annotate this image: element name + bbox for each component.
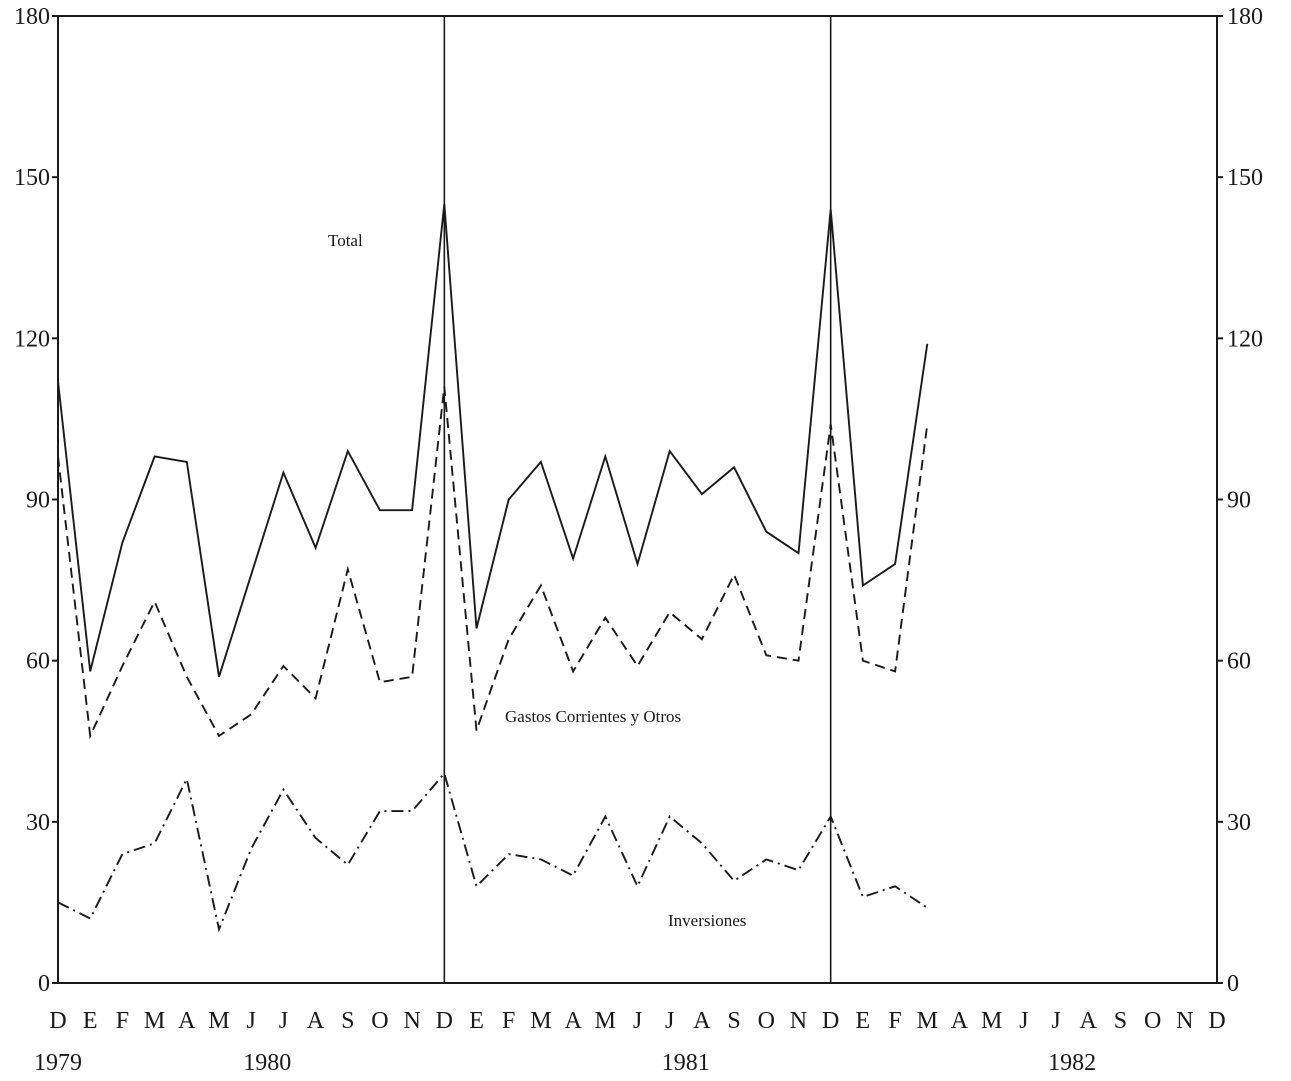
month-label-10: O [371,1008,388,1034]
month-label-0: D [49,1008,66,1034]
month-label-16: A [564,1008,582,1034]
month-label-3: M [144,1008,165,1034]
ytick-label-left-5: 150 [14,165,50,191]
chart-frame [57,15,1218,984]
year-label-0: 1979 [34,1050,82,1076]
ytick-label-right-1: 30 [1227,810,1251,836]
month-label-32: A [1080,1008,1098,1034]
month-label-4: A [178,1008,196,1034]
month-label-33: S [1114,1008,1127,1034]
ytick-label-right-2: 60 [1227,649,1251,675]
ytick-label-left-4: 120 [14,326,50,352]
month-label-25: E [856,1008,871,1034]
ytick-label-left-1: 30 [26,810,50,836]
month-label-22: O [758,1008,775,1034]
month-label-1: E [83,1008,98,1034]
y-axis-ticks: 0 0 30 30 60 60 90 90 120 120 150 150 180 180 [14,4,1263,997]
series-labels: Total Gastos Corrientes y Otros Inversio… [328,231,746,930]
ytick-label-left-6: 180 [14,4,50,30]
year-separators [443,16,832,983]
ytick-label-left-3: 90 [26,488,50,514]
month-label-29: M [981,1008,1002,1034]
month-label-17: M [595,1008,616,1034]
month-label-14: F [502,1008,515,1034]
month-label-27: M [917,1008,938,1034]
ytick-label-left-2: 60 [26,649,50,675]
series-label-gastos: Gastos Corrientes y Otros [505,707,681,726]
month-label-36: D [1208,1008,1225,1034]
month-label-18: J [633,1008,642,1034]
month-label-28: A [951,1008,969,1034]
ytick-label-right-0: 0 [1227,971,1239,997]
ytick-label-right-3: 90 [1227,488,1251,514]
month-label-19: J [665,1008,674,1034]
ytick-label-left-0: 0 [38,971,50,997]
month-label-7: J [279,1008,288,1034]
x-axis-year-labels: 1979 1980 1981 1982 [34,1050,1096,1076]
month-label-11: N [403,1008,420,1034]
month-label-31: J [1051,1008,1060,1034]
series-line-2 [57,771,928,933]
ytick-label-right-5: 150 [1227,165,1263,191]
year-label-1: 1980 [243,1050,291,1076]
month-label-12: D [436,1008,453,1034]
month-label-34: O [1144,1008,1161,1034]
month-label-5: M [208,1008,229,1034]
series-line-0 [57,203,929,678]
month-label-21: S [727,1008,740,1034]
month-label-26: F [888,1008,901,1034]
year-label-2: 1981 [662,1050,710,1076]
month-label-6: J [246,1008,255,1034]
month-label-13: E [469,1008,484,1034]
month-label-15: M [530,1008,551,1034]
ytick-label-right-4: 120 [1227,326,1263,352]
year-label-3: 1982 [1048,1050,1096,1076]
month-label-9: S [341,1008,354,1034]
month-label-2: F [116,1008,129,1034]
month-label-20: A [693,1008,711,1034]
series-lines [57,203,929,933]
month-label-30: J [1019,1008,1028,1034]
month-label-8: A [307,1008,325,1034]
month-label-35: N [1176,1008,1193,1034]
series-label-inversiones: Inversiones [668,911,746,930]
series-line-1 [57,386,929,740]
month-label-24: D [822,1008,839,1034]
series-label-total: Total [328,231,363,250]
month-label-23: N [790,1008,807,1034]
ytick-label-right-6: 180 [1227,4,1263,30]
